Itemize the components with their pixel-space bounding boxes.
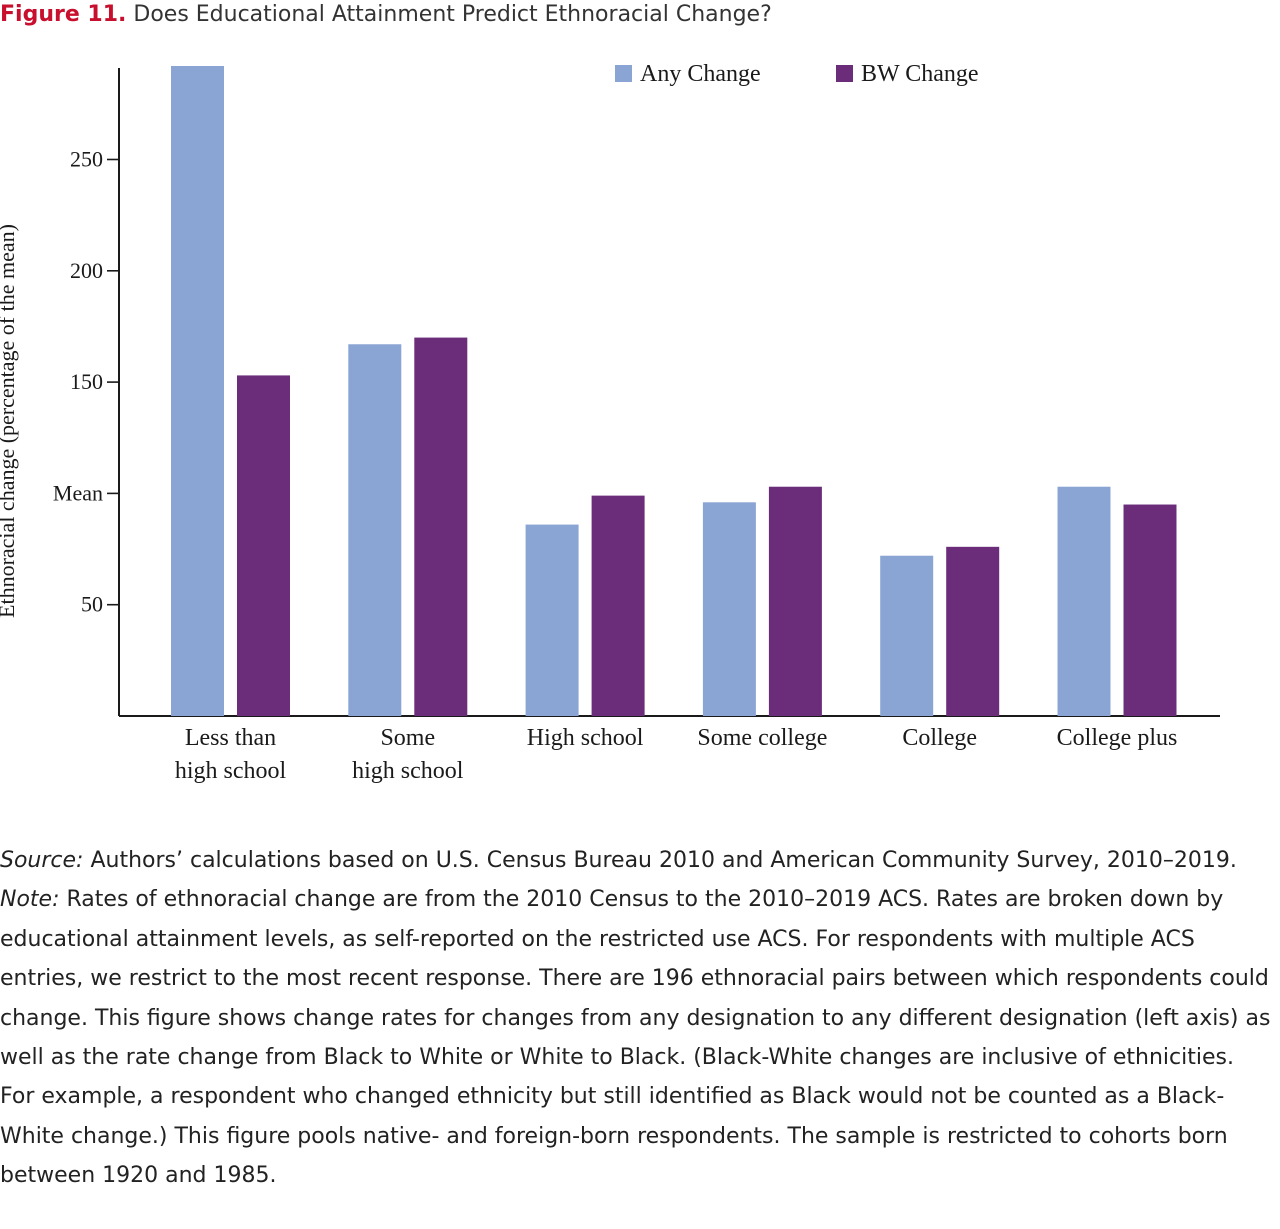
y-tick-label: Mean xyxy=(53,480,103,505)
x-tick-label: College plus xyxy=(1057,725,1178,751)
y-tick-label: 250 xyxy=(70,146,103,171)
figure-label: Figure 11. xyxy=(0,2,127,27)
bar xyxy=(348,344,402,716)
x-tick-label: high school xyxy=(352,758,464,784)
x-tick-label: High school xyxy=(527,725,644,751)
x-tick-label: College xyxy=(902,725,977,751)
x-tick-label: Some xyxy=(380,725,435,751)
figure-title: Figure 11. Does Educational Attainment P… xyxy=(0,0,772,30)
bar-chart: 50 Mean 150 200 250 Ethnoracial change (perce… xyxy=(0,61,1220,784)
legend-label: Any Change xyxy=(640,61,761,87)
legend-swatch xyxy=(836,65,853,82)
x-tick-label: Some college xyxy=(697,725,827,751)
bar xyxy=(591,495,645,716)
y-tick-label: 150 xyxy=(70,369,103,394)
note-label: Note: xyxy=(0,887,60,913)
bar xyxy=(237,375,290,716)
source-paragraph: Source: Authors’ calculations based on U… xyxy=(0,841,1272,880)
bar xyxy=(414,337,468,716)
bar xyxy=(702,502,756,716)
bar xyxy=(946,546,1000,716)
bar xyxy=(768,486,822,716)
note-paragraph: Note: Rates of ethnoracial change are fr… xyxy=(0,880,1272,1195)
legend-label: BW Change xyxy=(861,61,979,87)
bar xyxy=(1057,486,1111,716)
legend-swatch xyxy=(615,65,632,82)
bar xyxy=(1123,504,1177,716)
x-tick-label: Less than xyxy=(185,725,276,751)
bar xyxy=(525,524,579,716)
y-axis-title: Ethnoracial change (percentage of the me… xyxy=(0,224,19,618)
source-label: Source: xyxy=(0,848,84,873)
source-text: Authors’ calculations based on U.S. Cens… xyxy=(83,848,1237,873)
x-tick-label: high school xyxy=(175,758,287,784)
y-tick-label: 50 xyxy=(81,592,103,617)
figure-notes: Source: Authors’ calculations based on U… xyxy=(0,841,1272,1196)
bar xyxy=(171,66,224,716)
note-text: Rates of ethnoracial change are from the… xyxy=(0,887,1271,1189)
figure-title-text: Does Educational Attainment Predict Ethn… xyxy=(133,2,772,27)
y-tick-label: 200 xyxy=(70,258,103,283)
bar xyxy=(880,555,934,716)
